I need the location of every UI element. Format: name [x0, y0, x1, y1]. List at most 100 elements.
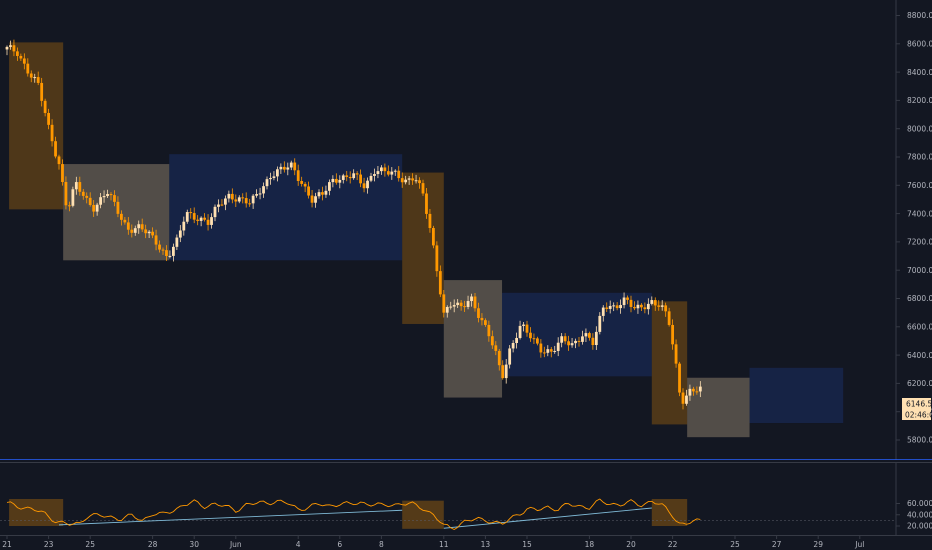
candle-body-132: [463, 306, 466, 308]
candle-body-155: [542, 352, 546, 354]
candle-body-93: [328, 182, 331, 191]
candle-body-152: [532, 338, 536, 340]
candle-body-134: [470, 296, 473, 302]
last-price-tag: [902, 398, 931, 409]
candle-body-19: [71, 189, 75, 206]
candle-body-136: [477, 308, 480, 318]
candle-body-184: [643, 307, 647, 310]
candle-body-191: [667, 311, 671, 325]
candlestick-series: [5, 39, 702, 410]
candle-body-192: [671, 324, 674, 345]
price-box-drop-0: [9, 42, 64, 210]
candle-body-12: [47, 112, 50, 125]
candle-body-197: [688, 388, 692, 396]
candle-body-83: [293, 162, 297, 171]
time-tick-label-6: 4: [296, 540, 301, 549]
candle-body-53: [189, 212, 193, 214]
candle-body-54: [192, 213, 196, 220]
candle-body-156: [546, 349, 550, 353]
candle-body-195: [681, 392, 685, 404]
candle-body-40: [144, 229, 148, 234]
candle-body-38: [137, 224, 141, 229]
candle-body-98: [345, 175, 349, 177]
osc-tick-label-1: 40.0000: [907, 510, 932, 519]
candle-body-162: [567, 341, 570, 346]
price-tick-label-0: 8800.0: [907, 11, 932, 20]
candle-body-167: [584, 333, 588, 337]
candle-body-42: [151, 231, 154, 236]
candle-body-56: [199, 217, 203, 221]
candle-body-139: [487, 324, 491, 337]
candle-body-179: [626, 297, 629, 300]
price-box-accumulation-5: [502, 292, 652, 377]
candle-body-14: [54, 141, 57, 157]
time-tick-label-14: 22: [668, 540, 678, 549]
candle-body-84: [296, 170, 300, 182]
candle-body-35: [126, 222, 130, 230]
candle-body-124: [435, 245, 439, 272]
candle-body-62: [220, 204, 224, 206]
candle-body-29: [106, 194, 109, 197]
candle-body-164: [574, 340, 577, 344]
candle-body-10: [40, 82, 44, 101]
candle-body-85: [300, 181, 304, 184]
price-tick-label-15: 5800.0: [907, 436, 932, 445]
time-tick-label-16: 27: [772, 540, 782, 549]
candle-body-106: [373, 174, 376, 176]
oscillator-line: [6, 498, 701, 531]
candle-body-45: [161, 249, 165, 251]
candle-body-127: [445, 306, 449, 313]
candle-body-26: [95, 204, 99, 212]
price-box-accumulation-8: [749, 367, 844, 424]
candle-body-193: [674, 344, 678, 364]
candle-body-57: [203, 217, 206, 220]
candle-body-101: [355, 173, 359, 175]
candle-body-108: [380, 167, 383, 172]
candle-body-96: [338, 179, 342, 183]
candle-body-144: [504, 364, 508, 379]
candle-body-163: [570, 343, 574, 346]
candle-body-68: [241, 197, 245, 199]
time-tick-label-12: 18: [585, 540, 595, 549]
candle-body-120: [421, 183, 425, 194]
candle-body-46: [165, 250, 168, 257]
price-tick-label-4: 8000.0: [907, 124, 932, 133]
candle-body-51: [182, 221, 186, 231]
candle-body-174: [608, 305, 612, 309]
candle-body-63: [224, 198, 227, 205]
candle-body-52: [185, 212, 189, 222]
oscillator-boxes: [9, 499, 688, 529]
candle-body-112: [393, 170, 397, 172]
candle-body-111: [390, 171, 394, 175]
osc-box-drop-1: [402, 500, 444, 529]
candle-body-5: [22, 58, 26, 64]
candle-body-67: [237, 197, 241, 202]
candle-body-122: [428, 213, 432, 229]
candle-body-89: [314, 196, 317, 203]
candle-body-198: [692, 388, 695, 392]
osc-trendline-0: [58, 509, 403, 526]
candle-body-47: [168, 255, 172, 257]
candle-body-150: [525, 324, 529, 333]
time-tick-label-17: 29: [813, 540, 823, 549]
candle-body-140: [490, 336, 494, 346]
candle-body-37: [133, 228, 137, 233]
candle-body-133: [466, 301, 470, 307]
candle-body-36: [130, 229, 134, 233]
last-price-label: 6146.5: [906, 400, 932, 409]
candle-body-25: [92, 204, 96, 212]
candle-body-39: [140, 224, 144, 230]
candle-body-16: [61, 164, 64, 182]
candle-body-17: [64, 181, 68, 206]
candle-body-100: [352, 173, 356, 179]
price-tick-label-6: 7600.0: [907, 181, 932, 190]
price-tick-label-2: 8400.0: [907, 68, 932, 77]
candle-body-116: [407, 178, 411, 180]
oscillator-axis: 60.0000 40.0000 20.0000: [895, 463, 932, 535]
candle-body-161: [563, 336, 567, 342]
candle-body-58: [206, 219, 210, 225]
candle-body-113: [397, 170, 401, 179]
time-tick-label-9: 11: [439, 540, 449, 549]
candle-body-76: [269, 177, 272, 180]
